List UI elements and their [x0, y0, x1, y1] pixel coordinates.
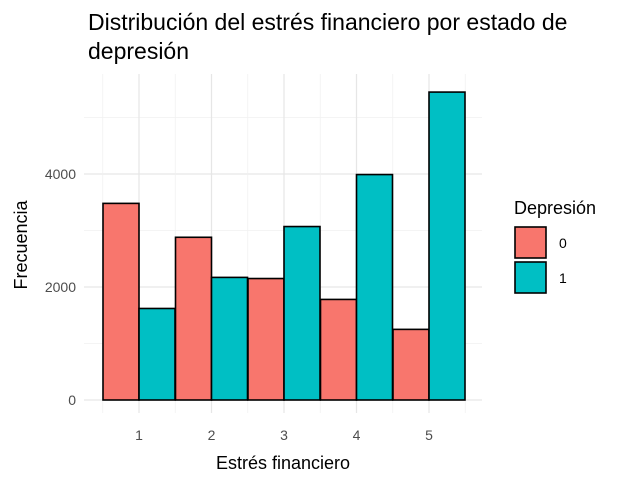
chart-title: Distribución del estrés financiero por e…	[88, 9, 568, 64]
y-tick-label: 0	[68, 392, 76, 408]
bar-5-series-0	[392, 328, 430, 401]
bar-4-series-1	[355, 173, 394, 401]
bar-1-series-0	[102, 202, 140, 401]
legend-title: Depresión	[514, 198, 596, 218]
bar-2-series-1	[210, 276, 249, 401]
x-axis-ticks: 1 2 3 4 5	[135, 427, 433, 443]
y-tick-label: 2000	[45, 279, 76, 295]
bar-5-series-1	[428, 91, 466, 401]
legend-key-0	[514, 226, 547, 259]
legend: Depresión 0 1	[514, 198, 596, 294]
bar-3-series-0	[247, 277, 285, 401]
y-axis-title: Frecuencia	[11, 199, 31, 289]
x-tick-label: 1	[135, 427, 143, 443]
bar-2-series-0	[174, 236, 213, 401]
x-tick-label: 3	[280, 427, 288, 443]
legend-label-1: 1	[559, 270, 567, 286]
bar-4-series-0	[319, 298, 358, 401]
y-tick-label: 4000	[45, 166, 76, 182]
legend-label-0: 0	[559, 235, 567, 251]
bars	[102, 91, 466, 401]
y-axis-ticks: 0 2000 4000	[45, 166, 76, 408]
x-tick-label: 4	[353, 427, 361, 443]
legend-key-1	[514, 261, 547, 294]
x-tick-label: 5	[425, 427, 433, 443]
bar-1-series-1	[138, 307, 176, 401]
x-axis-title: Estrés financiero	[216, 453, 350, 473]
bar-3-series-1	[283, 225, 321, 401]
x-tick-label: 2	[208, 427, 216, 443]
